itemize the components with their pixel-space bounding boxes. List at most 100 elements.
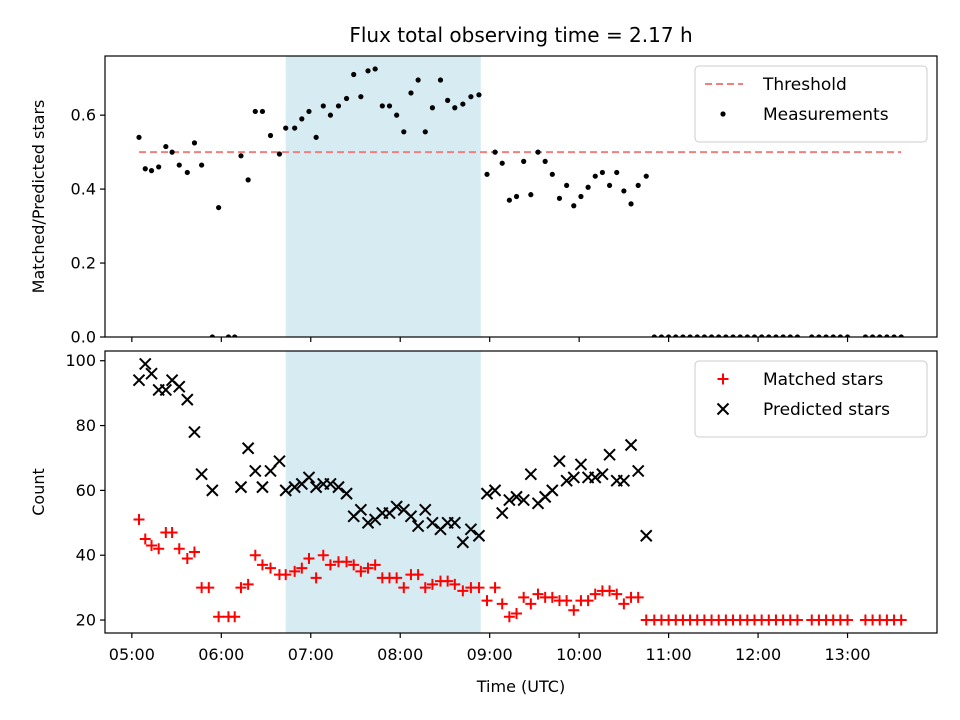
data-point (869, 334, 876, 337)
data-point (525, 598, 537, 610)
data-point (611, 588, 623, 600)
data-point (476, 92, 482, 98)
data-point (823, 334, 829, 337)
data-point (780, 334, 786, 337)
y-tick-label: 80 (76, 416, 96, 435)
data-point (603, 448, 616, 461)
plot-area (136, 66, 904, 337)
data-point (895, 614, 907, 626)
data-point (166, 527, 178, 539)
data-point (651, 334, 657, 337)
data-point (452, 105, 458, 111)
x-tick-label: 05:00 (109, 645, 155, 664)
data-point (723, 334, 729, 337)
data-point (415, 77, 421, 83)
data-point (445, 97, 451, 103)
data-point (209, 334, 215, 337)
data-point (408, 90, 414, 96)
y-axis-label: Matched/Predicted stars (29, 100, 48, 294)
x-tick-label: 07:00 (288, 645, 334, 664)
data-point (503, 611, 515, 623)
data-point (412, 569, 424, 581)
data-point (532, 588, 544, 600)
data-point (751, 334, 758, 337)
data-point (422, 129, 428, 135)
data-point (744, 334, 750, 337)
data-point (276, 151, 283, 157)
data-point (546, 591, 558, 603)
data-point (335, 103, 342, 109)
data-point (429, 105, 436, 111)
axes-frame (104, 350, 938, 634)
data-point (666, 334, 672, 337)
data-point (635, 182, 641, 189)
data-point (564, 182, 570, 189)
x-tick-label: 13:00 (824, 645, 870, 664)
data-point (259, 108, 266, 115)
data-point (426, 516, 439, 530)
data-point (640, 529, 653, 542)
data-point (582, 595, 594, 607)
data-point (310, 572, 322, 584)
data-point (317, 549, 329, 561)
data-point (592, 173, 598, 179)
data-point (302, 471, 316, 484)
data-point (225, 334, 232, 337)
data-point (419, 582, 431, 594)
data-point (242, 578, 254, 590)
data-point (624, 438, 638, 452)
data-point (256, 480, 269, 494)
data-point (324, 559, 336, 571)
data-point (578, 193, 584, 200)
data-point (442, 575, 454, 587)
y-tick-label: 0.2 (71, 254, 96, 273)
y-axis-label: Count (29, 468, 48, 516)
data-point (891, 334, 897, 337)
series-matched-stars (133, 514, 907, 626)
data-point (184, 169, 190, 176)
data-point (234, 480, 248, 494)
data-point (256, 559, 268, 571)
data-point (351, 71, 357, 78)
data-point (708, 334, 715, 337)
data-point (404, 510, 418, 523)
legend-box (694, 360, 928, 438)
data-point (139, 533, 151, 545)
data-point (614, 169, 620, 176)
data-point (503, 493, 516, 507)
counts-panel: 20 40 60 80 100 05:00 06:00 07:00 08:00 09:00 10:0… (29, 350, 938, 664)
data-point (145, 367, 158, 380)
data-point (264, 464, 277, 478)
data-point (324, 477, 337, 491)
data-point (535, 149, 541, 155)
legend-label: Threshold (762, 75, 847, 95)
data-point (617, 474, 631, 487)
data-point (589, 588, 601, 600)
data-point (188, 425, 201, 439)
data-point (181, 552, 193, 564)
data-point (159, 383, 173, 397)
data-point (391, 572, 403, 584)
data-point (419, 503, 432, 517)
data-point (510, 490, 523, 504)
x-tick-label: 10:00 (556, 645, 602, 664)
data-point (794, 334, 801, 337)
data-point (877, 334, 883, 337)
data-point (320, 103, 326, 109)
data-point (181, 393, 194, 406)
data-point (273, 454, 286, 468)
y-tick-label: 0.6 (71, 106, 96, 125)
data-point (229, 611, 241, 623)
data-point (574, 458, 588, 471)
data-point (398, 582, 410, 594)
data-point (133, 514, 145, 526)
data-point (791, 614, 803, 626)
data-point (499, 160, 505, 166)
data-point (567, 471, 580, 484)
legend-label: Predicted stars (763, 400, 890, 420)
data-point (142, 166, 148, 172)
data-point (249, 549, 261, 561)
chart-title: Flux total observing time = 2.17 h (349, 23, 692, 47)
legend-box (694, 65, 928, 143)
data-point (687, 334, 693, 337)
